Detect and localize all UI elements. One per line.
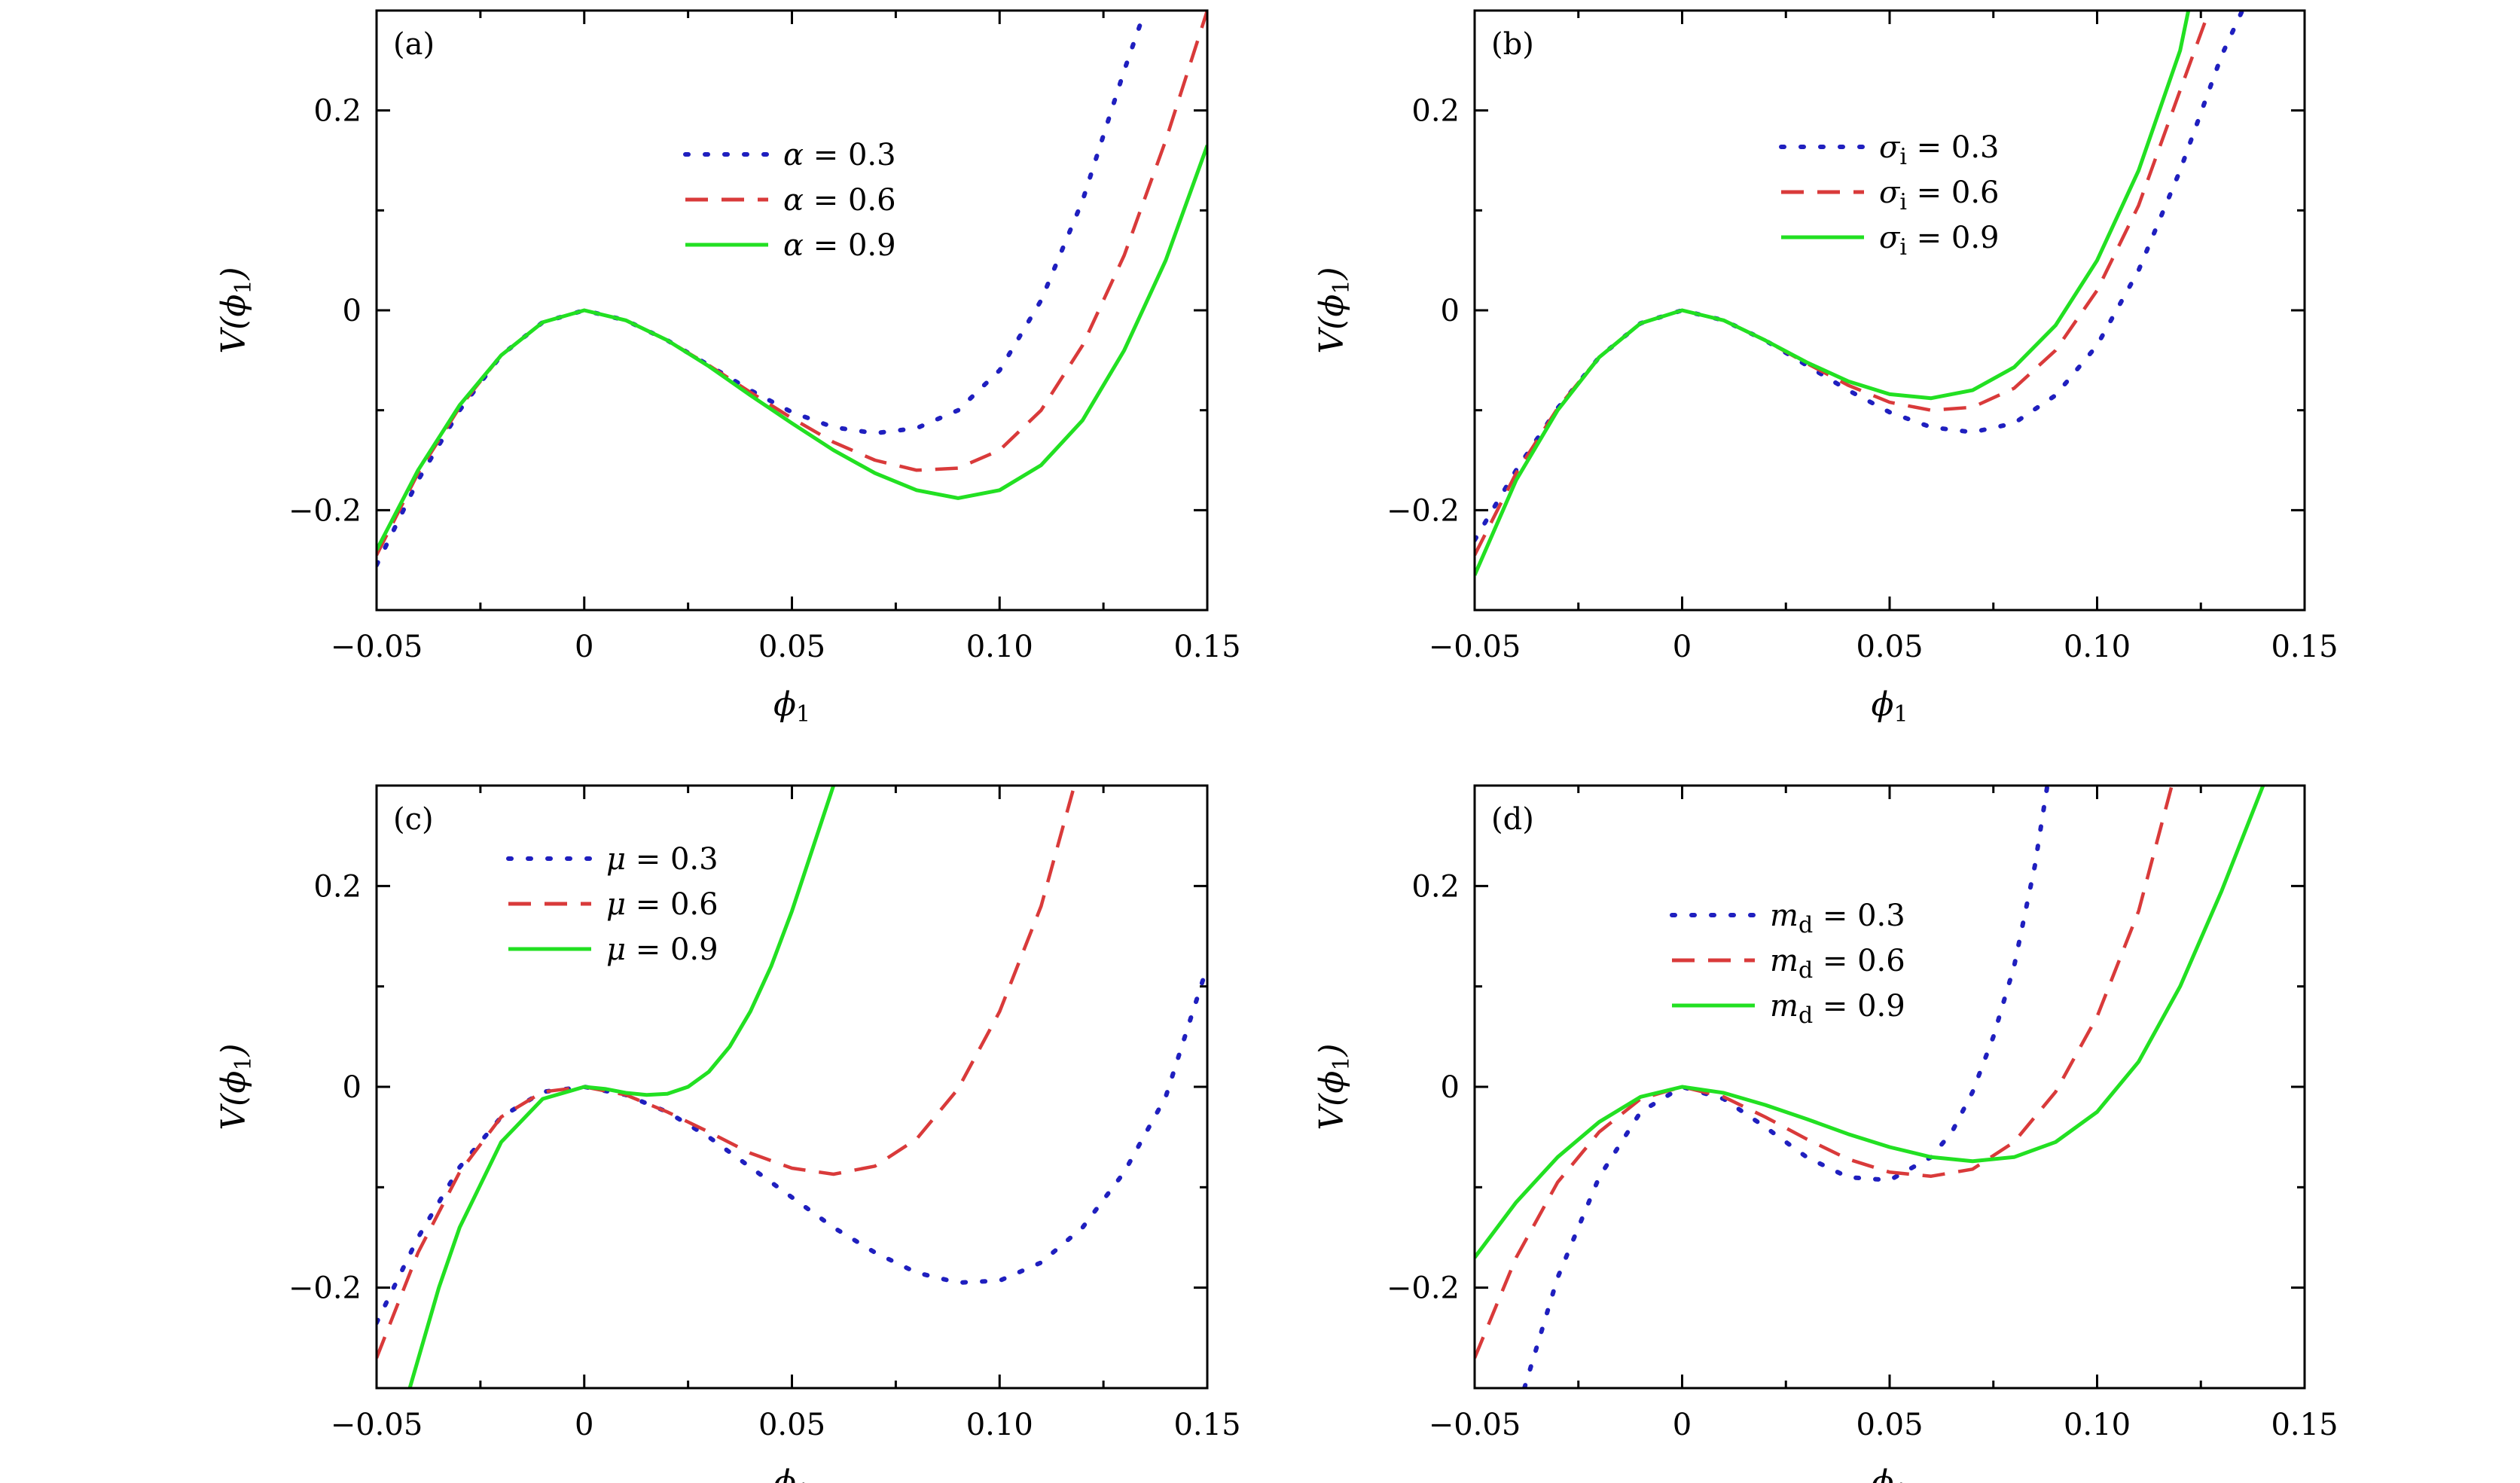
x-tick-label: 0.15 <box>2271 1408 2338 1442</box>
x-tick-label: −0.05 <box>1429 630 1521 664</box>
plot-frame <box>1473 9 2306 612</box>
legend: σi = 0.3 σi = 0.6 σi = 0.9 <box>1779 130 1999 261</box>
legend-label-2: α = 0.6 <box>783 183 896 218</box>
y-tick-label: −0.2 <box>288 493 362 528</box>
series-group <box>377 11 1207 568</box>
legend-label-1: md = 0.3 <box>1770 899 1905 938</box>
x-tick-label: 0 <box>1673 1408 1692 1442</box>
x-axis-label: ϕ1 <box>773 1463 810 1483</box>
y-tick-label: 0 <box>1441 1070 1460 1105</box>
legend-label-3: α = 0.9 <box>783 228 896 263</box>
x-axis-label: ϕ1 <box>773 685 810 728</box>
plot-frame <box>1473 784 2306 1390</box>
series-line-2 <box>1475 786 2174 1359</box>
series-line-2 <box>377 786 1076 1359</box>
x-tick-label: 0 <box>575 1408 593 1442</box>
series-group <box>1475 786 2265 1388</box>
legend-label-2: μ = 0.6 <box>606 887 718 922</box>
y-axis-label: V(ϕ1) <box>1313 1043 1355 1130</box>
x-tick-label: 0.10 <box>966 1408 1033 1442</box>
x-tick-label: 0.15 <box>2271 630 2338 664</box>
legend-label-1: α = 0.3 <box>783 138 896 172</box>
series-line-1 <box>1475 11 2245 543</box>
y-tick-label: 0.2 <box>1411 94 1460 129</box>
x-tick-label: 0.15 <box>1173 1408 1240 1442</box>
y-axis-label: V(ϕ1) <box>215 1043 257 1130</box>
series-line-3 <box>1475 11 2191 576</box>
x-axis-label: ϕ1 <box>1871 1463 1908 1483</box>
x-tick-label: 0.05 <box>758 630 825 664</box>
series-line-1 <box>377 11 1148 568</box>
series-line-2 <box>1475 11 2211 557</box>
y-axis-label: V(ϕ1) <box>1313 267 1355 353</box>
series-line-3 <box>377 145 1207 551</box>
panel-label: (a) <box>393 27 435 62</box>
x-tick-label: 0.05 <box>1856 1408 1923 1442</box>
chart-panel-c: −0.05 0 0.05 0.10 0.15 −0.2 0 0.2 ϕ1 V(ϕ1) (c) μ = … <box>215 784 1241 1483</box>
series-line-3 <box>407 786 836 1388</box>
plot-frame <box>375 9 1209 612</box>
legend-label-3: μ = 0.9 <box>606 932 718 967</box>
legend-label-1: σi = 0.3 <box>1879 130 1999 170</box>
x-tick-label: −0.05 <box>331 1408 423 1442</box>
series-line-2 <box>377 11 1207 557</box>
series-group <box>377 786 1207 1388</box>
legend: α = 0.3 α = 0.6 α = 0.9 <box>683 138 896 263</box>
x-tick-label: −0.05 <box>1429 1408 1521 1442</box>
y-tick-label: 0 <box>343 1070 362 1105</box>
y-tick-label: 0 <box>1441 294 1460 328</box>
legend-label-3: md = 0.9 <box>1770 989 1905 1029</box>
series-line-3 <box>1475 786 2265 1259</box>
y-tick-label: −0.2 <box>288 1271 362 1306</box>
x-tick-label: 0.10 <box>2064 1408 2131 1442</box>
y-tick-label: −0.2 <box>1387 1271 1460 1306</box>
x-tick-label: 0 <box>1673 630 1692 664</box>
y-tick-label: 0 <box>343 294 362 328</box>
x-tick-label: −0.05 <box>331 630 423 664</box>
x-tick-label: 0.05 <box>1856 630 1923 664</box>
panel-label: (d) <box>1491 802 1534 837</box>
chart-panel-a: −0.05 0 0.05 0.10 0.15 −0.2 0 0.2 ϕ1 V(ϕ1) (a) α = … <box>215 9 1241 728</box>
series-line-1 <box>377 964 1207 1326</box>
x-tick-label: 0.10 <box>2064 630 2131 664</box>
x-tick-label: 0.05 <box>758 1408 825 1442</box>
x-tick-label: 0 <box>575 630 593 664</box>
panel-label: (c) <box>393 802 434 837</box>
x-axis-label: ϕ1 <box>1871 685 1908 728</box>
chart-panel-d: −0.05 0 0.05 0.10 0.15 −0.2 0 0.2 ϕ1 V(ϕ1) (d) md =… <box>1313 784 2338 1483</box>
series-group <box>1475 11 2245 576</box>
panel-label: (b) <box>1491 27 1534 62</box>
y-tick-label: −0.2 <box>1387 493 1460 528</box>
legend-label-3: σi = 0.9 <box>1879 221 1999 261</box>
legend-label-2: md = 0.6 <box>1770 944 1905 984</box>
x-tick-label: 0.10 <box>966 630 1033 664</box>
y-tick-label: 0.2 <box>313 869 362 904</box>
x-tick-label: 0.15 <box>1173 630 1240 664</box>
legend: md = 0.3 md = 0.6 md = 0.9 <box>1670 899 1905 1029</box>
y-axis-label: V(ϕ1) <box>215 267 257 353</box>
legend: μ = 0.3 μ = 0.6 μ = 0.9 <box>506 842 718 967</box>
y-tick-label: 0.2 <box>313 94 362 129</box>
plot-frame <box>375 784 1209 1390</box>
series-line-1 <box>1522 786 2050 1388</box>
chart-panel-b: −0.05 0 0.05 0.10 0.15 −0.2 0 0.2 ϕ1 V(ϕ1) (b) σi =… <box>1313 9 2338 728</box>
y-tick-label: 0.2 <box>1411 869 1460 904</box>
legend-label-1: μ = 0.3 <box>606 842 718 877</box>
legend-label-2: σi = 0.6 <box>1879 175 1999 215</box>
